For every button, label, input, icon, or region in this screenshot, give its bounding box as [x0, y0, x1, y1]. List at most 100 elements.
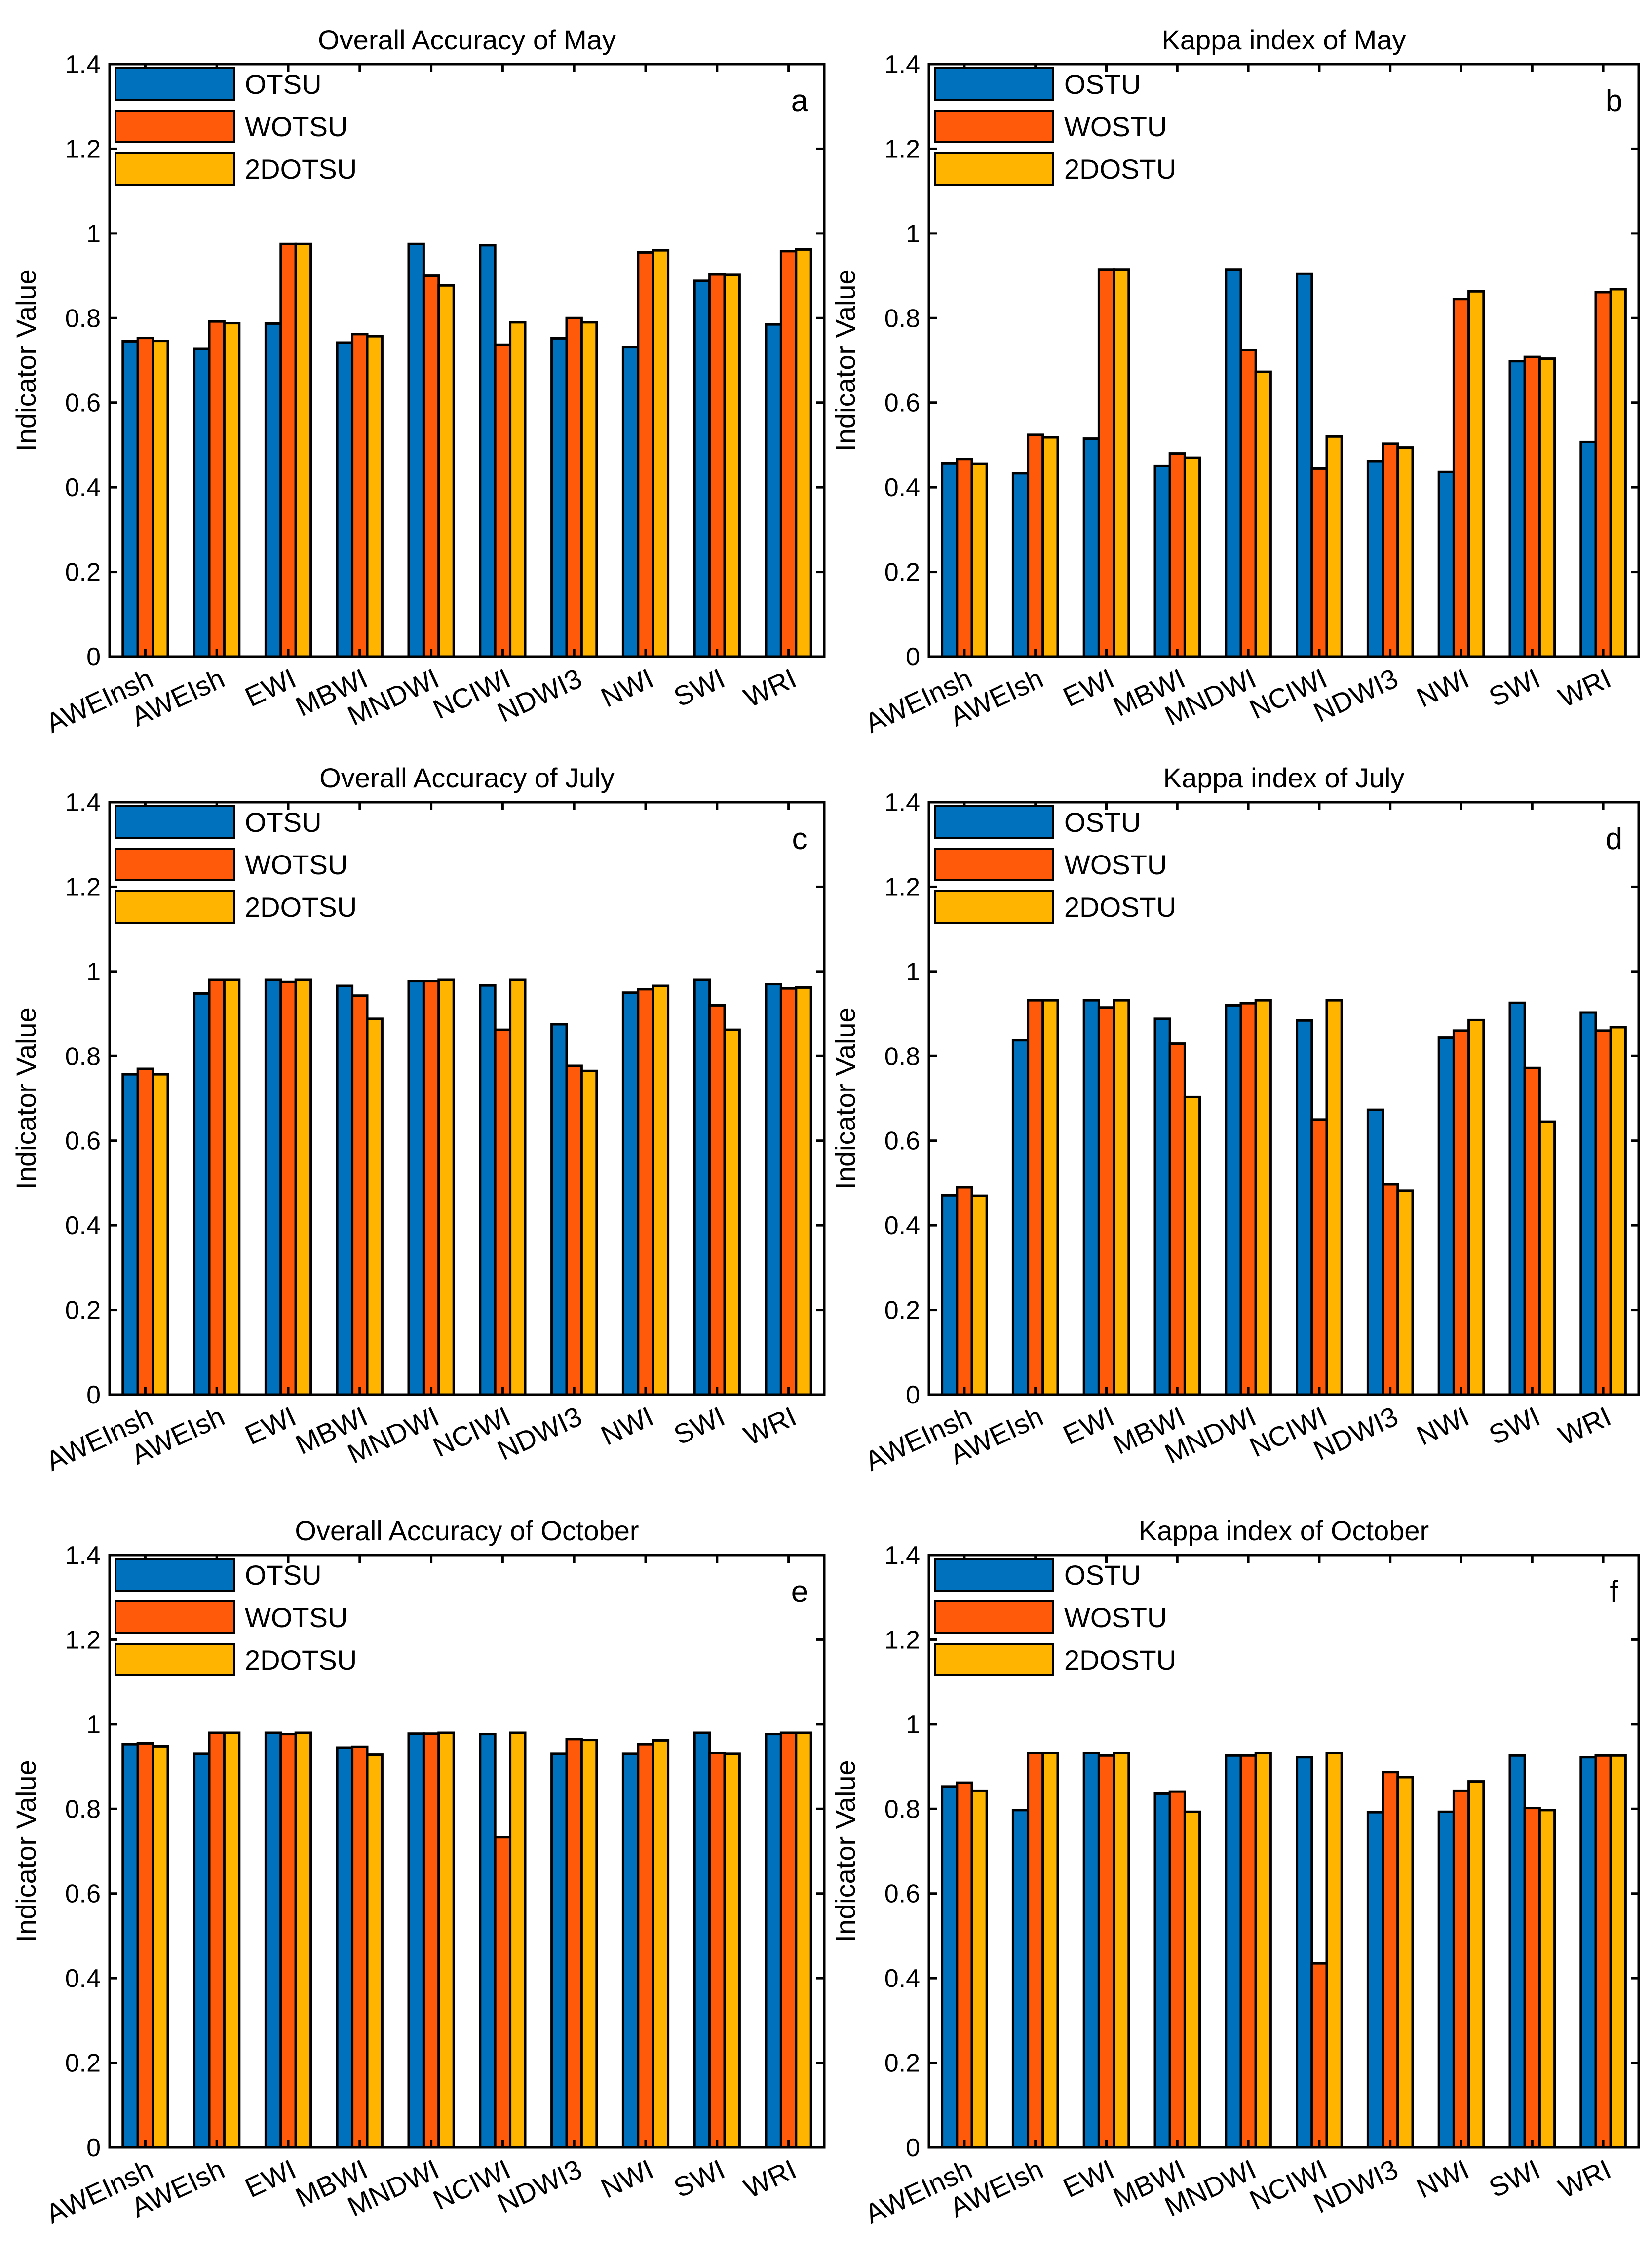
bar-2dostu-ewi — [1113, 999, 1130, 1396]
bar-2dotsu-wri — [795, 986, 812, 1396]
bar-otsu-aweinsh — [121, 340, 139, 658]
bar-wostu-nwi — [1452, 1789, 1470, 2149]
bar-wostu-mbwi — [1168, 1042, 1186, 1396]
legend-swatch-2dotsu — [115, 1643, 235, 1676]
bar-wotsu-mndwi — [422, 980, 440, 1396]
x-tick-label: NDWI3 — [493, 662, 586, 728]
bar-wostu-aweinsh — [956, 1781, 973, 2149]
bar-otsu-mbwi — [336, 984, 354, 1396]
bar-wostu-ndwi3 — [1382, 1771, 1399, 2149]
axes-box — [927, 63, 1640, 658]
x-tick-label: EWI — [1058, 2153, 1118, 2204]
bar-ostu-nciwi — [1296, 1019, 1313, 1396]
x-tick-label: SWI — [669, 662, 729, 713]
bar-wotsu-wri — [779, 987, 798, 1396]
legend-label-otsu: OTSU — [245, 807, 322, 838]
bar-wotsu-swi — [708, 1004, 726, 1396]
y-axis-label: Indicator Value — [10, 1760, 41, 1942]
bar-ostu-swi — [1508, 360, 1526, 658]
bar-2dostu-ndwi3 — [1396, 1189, 1414, 1396]
bar-ostu-wri — [1579, 1756, 1597, 2149]
bar-ostu-nwi — [1437, 470, 1455, 658]
legend-swatch-ostu — [934, 1558, 1054, 1592]
chart-panel-f: Kappa index of October 0 0.2 0.4 0.6 0.8 1 1.2 1… — [830, 1515, 1640, 2230]
y-axis-label: Indicator Value — [830, 1760, 861, 1942]
legend-swatch-wostu — [934, 110, 1054, 143]
bar-ostu-ewi — [1082, 437, 1100, 658]
bar-2dostu-nciwi — [1325, 435, 1343, 658]
bar-2dotsu-swi — [723, 273, 741, 658]
bar-2dotsu-nciwi — [509, 321, 527, 658]
y-tick-label: 0.8 — [884, 1795, 920, 1824]
bar-wostu-aweish — [1027, 999, 1044, 1396]
x-tick-label: WRI — [739, 2153, 801, 2204]
bar-ostu-ndwi3 — [1366, 1108, 1384, 1396]
bar-2dotsu-aweinsh — [152, 340, 169, 658]
bar-otsu-mndwi — [407, 1732, 425, 2149]
bar-2dostu-mndwi — [1254, 1752, 1272, 2149]
bar-2dostu-nciwi — [1325, 1752, 1343, 2149]
bar-ostu-ewi — [1082, 999, 1100, 1396]
bar-wotsu-nciwi — [494, 1028, 512, 1396]
x-tick-label: WRI — [1554, 662, 1615, 713]
chart-panel-d: Kappa index of July 0 0.2 0.4 0.6 0.8 1 1.2 1.4 I… — [830, 762, 1640, 1477]
y-tick-label: 1 — [86, 958, 101, 986]
bar-2dotsu-aweish — [223, 978, 241, 1396]
bar-2dotsu-aweinsh — [152, 1073, 169, 1396]
bar-2dotsu-mndwi — [437, 1731, 455, 2149]
bar-2dotsu-aweinsh — [152, 1745, 169, 2149]
legend-swatch-2dostu — [934, 1643, 1054, 1676]
bar-2dotsu-mbwi — [366, 1017, 384, 1396]
bar-2dotsu-ewi — [294, 1731, 312, 2149]
bar-wotsu-nwi — [637, 1743, 654, 2149]
bar-otsu-ndwi3 — [550, 1023, 568, 1396]
legend-label-2dostu: 2DOSTU — [1064, 154, 1176, 185]
legend-swatch-wotsu — [115, 110, 235, 143]
bar-wostu-nwi — [1452, 298, 1470, 658]
bar-wotsu-nciwi — [494, 343, 512, 658]
legend-swatch-2dostu — [934, 890, 1054, 924]
bar-wotsu-ewi — [279, 980, 297, 1396]
y-tick-label: 0.8 — [884, 1042, 920, 1071]
legend-swatch-wotsu — [115, 848, 235, 881]
bar-ostu-aweish — [1011, 472, 1030, 658]
chart-panel-e: Overall Accuracy of October 0 0.2 0.4 0.6 0.8… — [10, 1515, 826, 2230]
legend-label-ostu: OSTU — [1064, 1559, 1141, 1591]
bar-2dotsu-mbwi — [366, 1753, 384, 2149]
bar-wostu-ewi — [1097, 1754, 1115, 2149]
bar-ostu-mbwi — [1153, 464, 1171, 658]
chart-panel-b: Kappa index of May 0 0.2 0.4 0.6 0.8 1 1.2 1.4 In… — [830, 24, 1640, 739]
panel-letter: e — [791, 1575, 808, 1609]
y-tick-label: 1 — [906, 220, 920, 248]
x-tick-label: EWI — [1058, 662, 1118, 713]
bar-wotsu-swi — [708, 273, 726, 658]
y-tick-label: 0 — [906, 2134, 920, 2162]
bar-2dostu-aweish — [1041, 1752, 1059, 2149]
bar-otsu-ewi — [264, 978, 282, 1396]
bar-2dostu-aweinsh — [970, 1789, 988, 2149]
y-tick-label: 0.4 — [65, 1211, 101, 1240]
x-tick-label: SWI — [1484, 2153, 1544, 2204]
bar-ostu-ndwi3 — [1366, 460, 1384, 658]
bar-wotsu-ndwi3 — [565, 1064, 583, 1396]
bar-2dotsu-aweish — [223, 1731, 241, 2149]
bar-2dostu-wri — [1609, 288, 1627, 658]
bar-ostu-mndwi — [1225, 1754, 1242, 2149]
bar-otsu-ewi — [264, 1731, 282, 2149]
bar-wostu-mndwi — [1239, 1002, 1257, 1396]
legend-label-wostu: WOSTU — [1064, 849, 1167, 880]
bar-2dostu-mndwi — [1254, 999, 1272, 1396]
bar-ostu-mndwi — [1225, 268, 1242, 658]
bar-2dostu-mndwi — [1254, 370, 1272, 658]
bar-wotsu-aweinsh — [136, 1067, 154, 1396]
bar-2dostu-ndwi3 — [1396, 1776, 1414, 2149]
x-tick-label: WRI — [739, 662, 801, 713]
y-tick-label: 0.6 — [65, 389, 101, 418]
bar-2dostu-mbwi — [1183, 456, 1201, 658]
y-tick-label: 1.2 — [65, 873, 101, 901]
bar-2dotsu-nciwi — [509, 1731, 527, 2149]
bar-wotsu-ewi — [279, 1733, 297, 2149]
bar-wostu-ndwi3 — [1382, 1183, 1399, 1396]
axes-box — [927, 801, 1640, 1396]
bar-ostu-wri — [1579, 440, 1597, 658]
